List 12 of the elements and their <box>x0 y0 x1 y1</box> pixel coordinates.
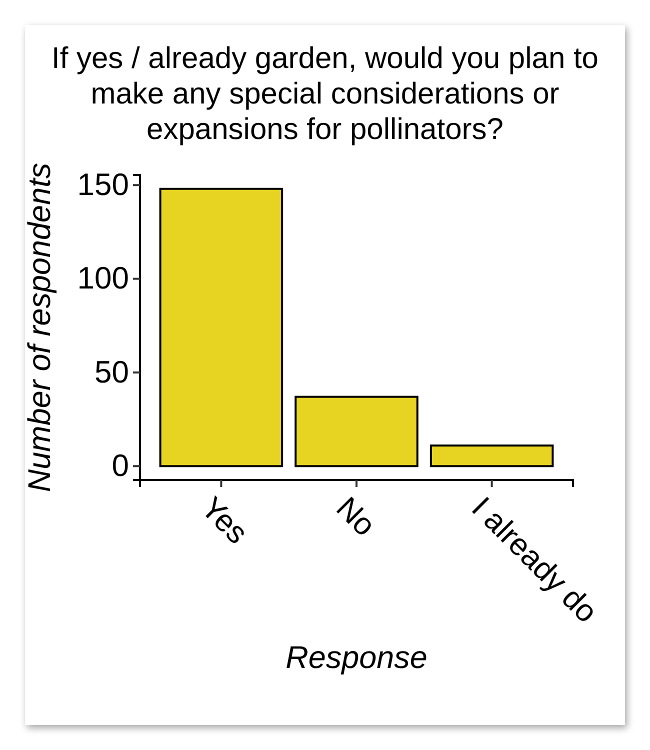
x-tick-label: Yes <box>194 490 255 551</box>
y-axis-title: Number of respondents <box>21 162 57 492</box>
bar <box>159 188 284 468</box>
y-tick-label: 100 <box>77 260 129 296</box>
y-tick-label: 0 <box>112 448 129 484</box>
y-tick-label: 150 <box>77 167 129 202</box>
bar <box>430 444 554 468</box>
y-tick-label: 50 <box>94 354 129 390</box>
bar <box>294 396 418 468</box>
x-tick-label: No <box>330 490 382 543</box>
x-axis-title: Response <box>286 639 428 675</box>
chart-title: If yes / already garden, would you plan to make any special considerations or expansions for pollinators? <box>51 42 599 146</box>
